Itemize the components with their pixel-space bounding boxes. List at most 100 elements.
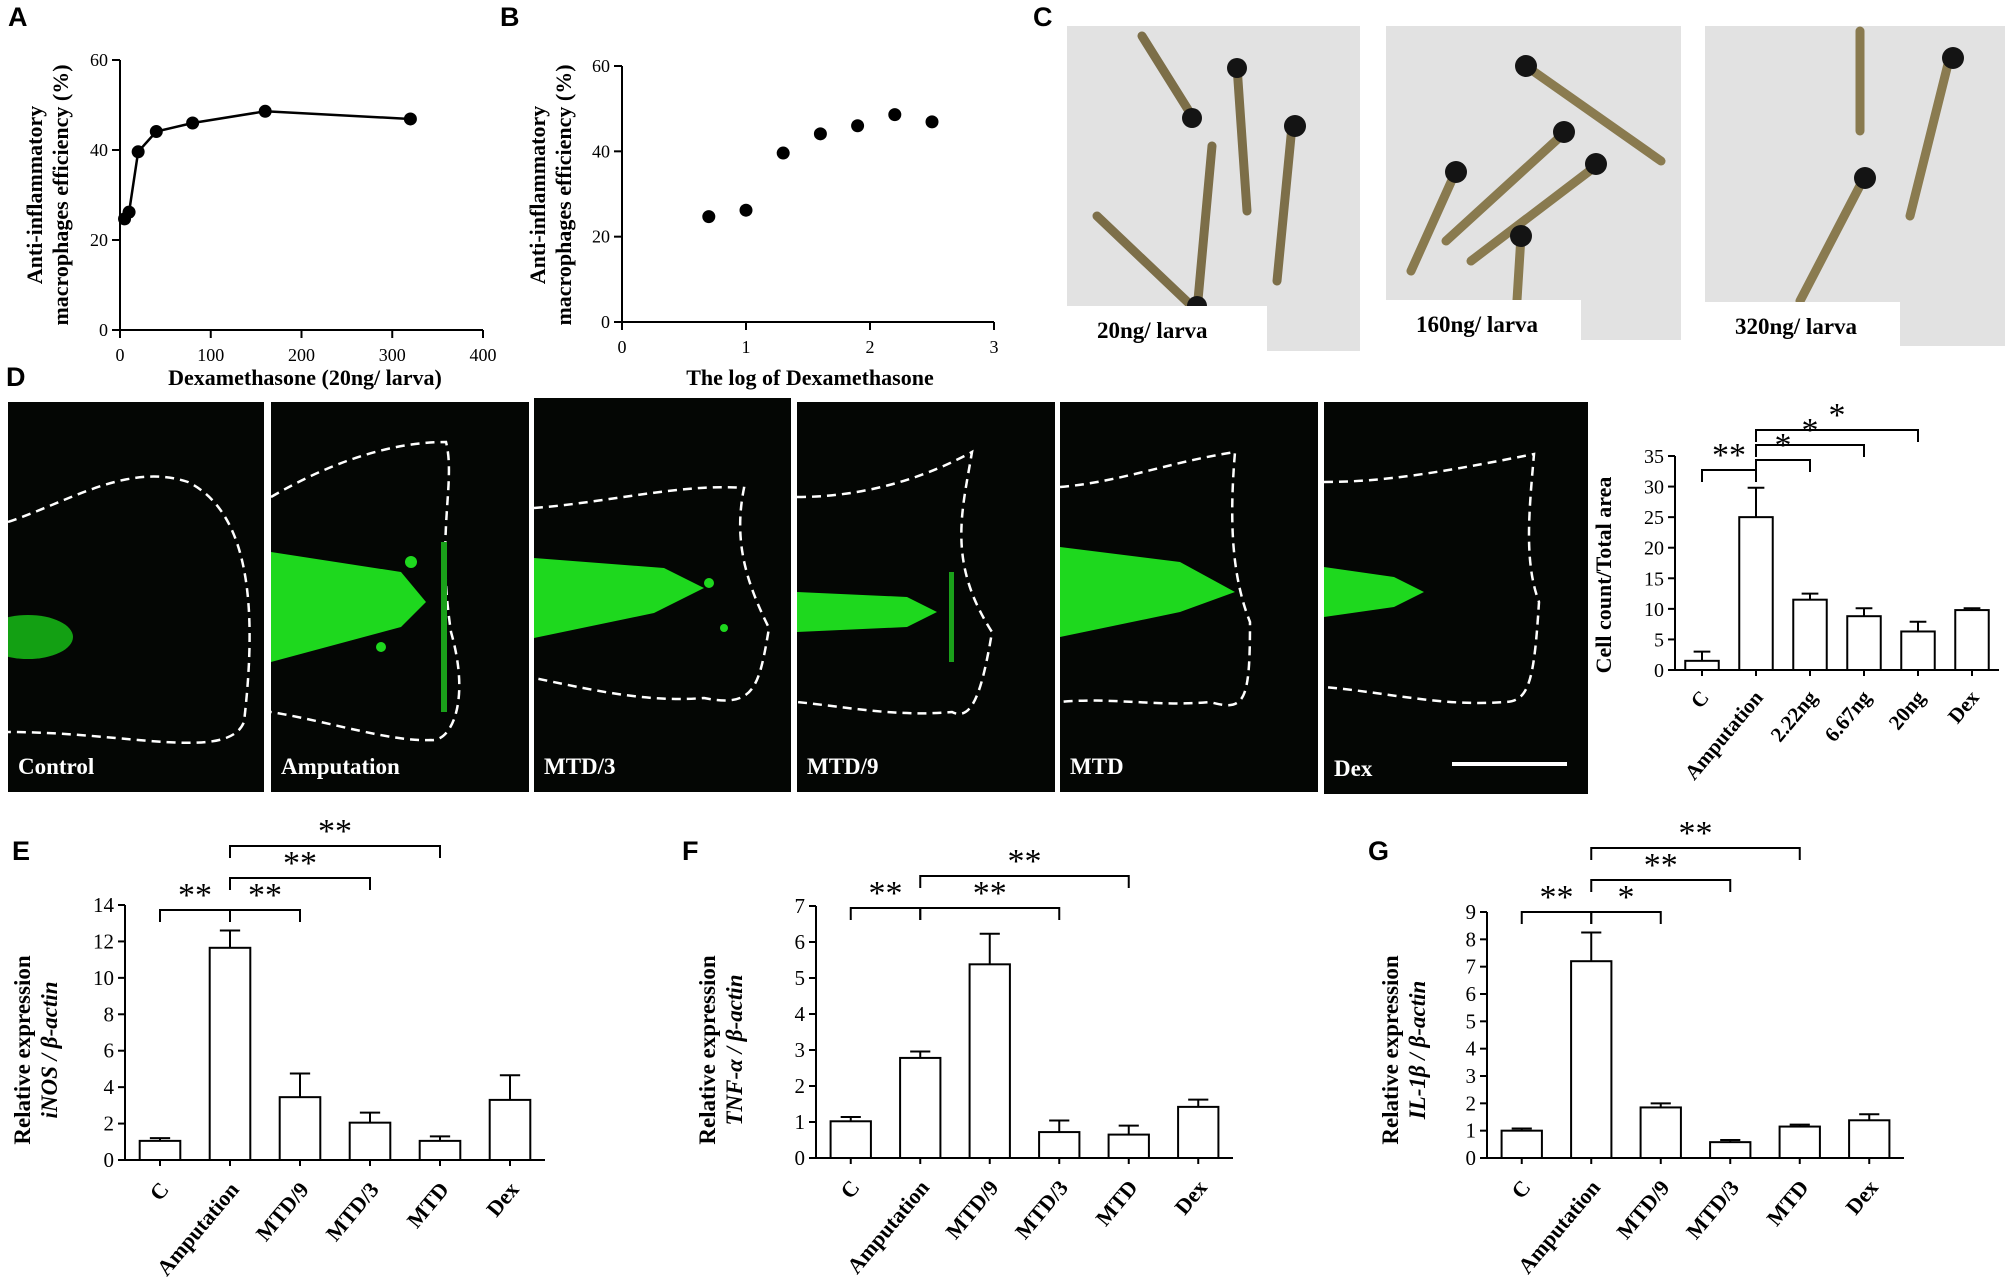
panel-c-photo-160ng: [1386, 26, 1681, 340]
panel-b-xtick-label: 1: [742, 337, 751, 357]
panel-b-ylabel-line1: Anti-inflammatory: [525, 106, 550, 284]
panel-c-label-20ng: 20ng/ larva: [1067, 306, 1267, 356]
panel-a-xtick-label: 400: [470, 345, 497, 365]
panel-d-significance-bracket: [1755, 459, 1811, 472]
panel-d-ytick-label: 20: [1644, 538, 1664, 560]
panel-a-xtick-label: 200: [288, 345, 315, 365]
panel-a-data-point: [258, 104, 272, 118]
panel-d-category-label: C: [1686, 686, 1714, 713]
panel-f-ylabel-line1: Relative expression: [695, 955, 720, 1145]
panel-f-category-label: C: [835, 1175, 864, 1203]
panel-a-line-chart: 0 100 200 300 400 0 20 40 60 Anti-inflammatory m…: [22, 50, 497, 390]
panel-g-ytick-label: 5: [1466, 1009, 1477, 1033]
panel-a-series-line: [123, 110, 411, 220]
panel-f-category-label: MTD/3: [1010, 1175, 1073, 1244]
panel-f-ytick-label: 5: [795, 966, 806, 990]
panel-a-axes: [119, 60, 483, 331]
panel-e-category-label: MTD: [402, 1177, 454, 1232]
panel-g-ylabel-line2: IL-1β / β-actin: [1405, 981, 1430, 1121]
panel-d-bar: [1792, 598, 1828, 671]
panel-g-ytick-label: 7: [1466, 955, 1477, 979]
panel-d-ytick-label: 25: [1644, 507, 1664, 529]
panel-a-ytick-label: 60: [90, 50, 108, 70]
panel-d-significance-bracket: [1755, 429, 1919, 442]
panel-f-bar: [829, 1120, 872, 1159]
panel-a-xtick-label: 0: [116, 345, 125, 365]
panel-letter-c: C: [1033, 2, 1053, 32]
panel-d-bar: [1684, 659, 1720, 672]
panel-g-bar: [1709, 1141, 1752, 1160]
panel-d-category-label: 20ng: [1884, 685, 1930, 734]
panel-g-significance-mark: **: [1644, 847, 1678, 884]
panel-letter-d: D: [6, 362, 26, 392]
panel-a-data-point: [149, 125, 163, 139]
larvae-image: [1386, 26, 1681, 340]
panel-a-xtick-label: 100: [197, 345, 224, 365]
panel-b-scatter-chart: 0 1 2 3 0 20 40 60 Anti-inflammatory macrophage…: [525, 56, 999, 390]
panel-a-data-point: [122, 205, 136, 219]
panel-letter-a: A: [8, 2, 28, 32]
panel-e-bar: [348, 1121, 392, 1161]
panel-c-photo-320ng: [1705, 26, 2005, 346]
panel-b-ylabel-line2: macrophages efficiency (%): [551, 64, 576, 325]
panel-d-label-mtd3: MTD/3: [544, 754, 616, 779]
panel-e-ytick-label: 2: [104, 1112, 115, 1136]
panel-f-ytick-label: 3: [795, 1038, 806, 1062]
panel-g-category-label: Dex: [1840, 1175, 1883, 1219]
panel-b-data-point: [739, 203, 753, 217]
panel-a-data-point: [186, 116, 200, 130]
panel-f-bar: [1038, 1131, 1081, 1159]
panel-d-label-amputation: Amputation: [281, 754, 400, 779]
panel-d-ytick-label: 30: [1644, 477, 1664, 499]
panel-f-significance-mark: **: [869, 875, 903, 912]
panel-g-significance-mark: *: [1618, 879, 1635, 916]
panel-g-ylabel-line1: Relative expression: [1378, 955, 1403, 1145]
panel-a-ytick-label: 40: [90, 140, 108, 160]
panel-d-label-control: Control: [18, 754, 95, 779]
panel-g-significance-mark: **: [1679, 815, 1713, 852]
panel-g-category-label: C: [1506, 1175, 1535, 1203]
fluorescence-image: [797, 449, 994, 715]
panel-b-data-point: [888, 108, 902, 122]
panel-d-bar: [1954, 609, 1990, 671]
panel-e-significance-bracket: [229, 877, 371, 890]
panel-f-category-label: Dex: [1169, 1175, 1212, 1219]
panel-f-ytick-label: 1: [795, 1110, 806, 1134]
panel-a-ytick-label: 20: [90, 230, 108, 250]
panel-g-significance-bracket: [1590, 847, 1801, 860]
panel-f-ytick-label: 0: [795, 1146, 806, 1170]
panel-d-significance-mark: **: [1712, 437, 1746, 474]
panel-c-photo-20ng: [1067, 26, 1360, 351]
panel-a-data-point: [131, 145, 145, 159]
panel-g-ytick-label: 1: [1466, 1119, 1477, 1143]
panel-e-significance-mark: **: [248, 877, 282, 914]
larvae-image: [1067, 26, 1360, 351]
panel-f-ytick-label: 2: [795, 1074, 806, 1098]
panel-e-bar: [138, 1139, 182, 1161]
panel-g-ytick-label: 9: [1466, 900, 1477, 924]
fluorescence-image: [534, 485, 771, 702]
panel-letter-g: G: [1368, 836, 1390, 866]
panel-d-ylabel: Cell count/Total area: [1595, 477, 1616, 674]
panel-e-ytick-label: 0: [104, 1148, 115, 1172]
panel-b-xlabel: The log of Dexamethasone: [686, 365, 934, 390]
panel-d-bar: [1738, 516, 1774, 672]
panel-b-ytick-label: 20: [592, 227, 610, 247]
panel-b-data-point: [813, 127, 827, 141]
panel-f-significance-mark: **: [1008, 843, 1042, 880]
panel-d-ytick-label: 0: [1654, 660, 1664, 682]
panel-d-significance-mark: *: [1829, 400, 1846, 434]
panel-e-bar: [278, 1096, 322, 1161]
panel-b-xtick-label: 3: [990, 337, 999, 357]
panel-f-ytick-label: 4: [795, 1002, 806, 1026]
panel-e-bar: [208, 946, 252, 1161]
panel-f-ytick-label: 7: [795, 894, 806, 918]
panel-e-significance-bracket: [229, 845, 441, 858]
panel-d-image-mtd: MTD: [1060, 402, 1318, 792]
panel-d-bar: [1846, 615, 1882, 672]
panel-d-image-amputation: Amputation: [271, 402, 529, 792]
panel-g-category-label: MTD/9: [1611, 1175, 1674, 1244]
panel-f-significance-bracket: [919, 907, 1061, 920]
